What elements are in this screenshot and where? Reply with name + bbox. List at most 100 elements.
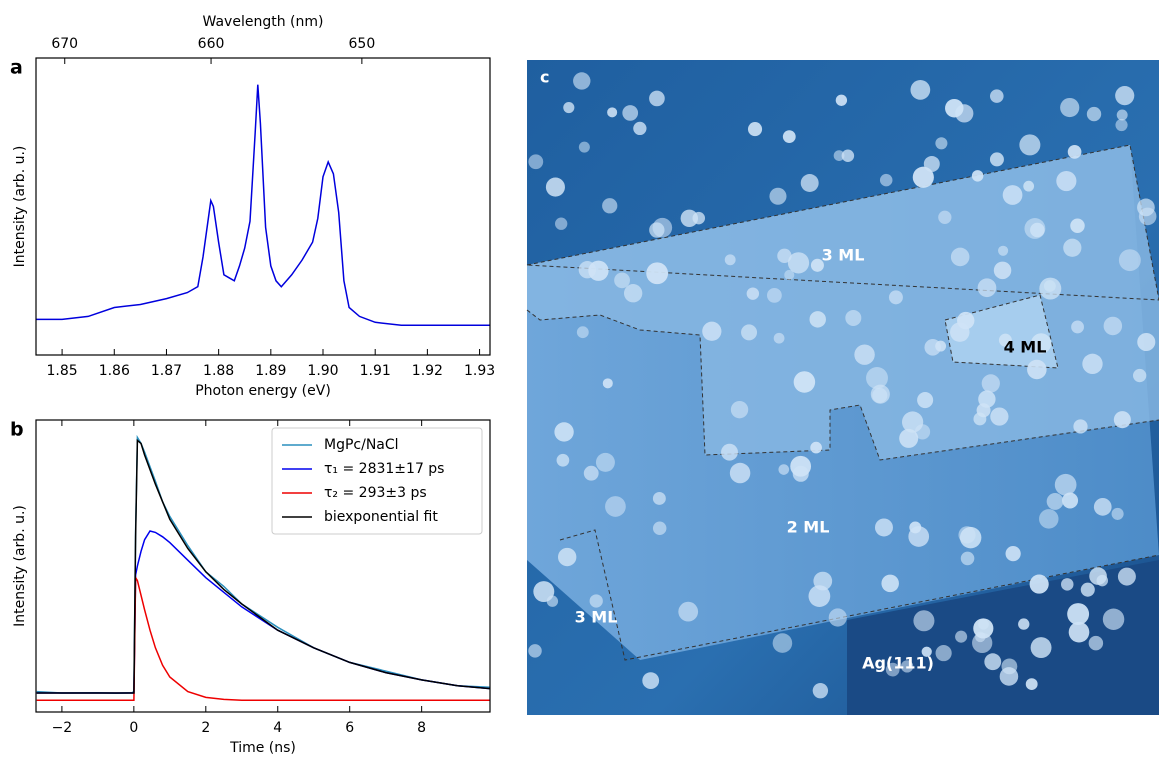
molecule (1116, 109, 1128, 121)
x-tick-label: 1.93 (464, 363, 495, 379)
molecule (1067, 603, 1090, 626)
molecule (773, 332, 785, 344)
molecule (724, 254, 736, 266)
molecule (984, 653, 1002, 671)
molecule (721, 443, 738, 461)
molecule (1082, 353, 1103, 375)
molecule (578, 261, 597, 279)
molecule (835, 94, 848, 106)
molecule (1071, 320, 1084, 334)
x-tick-label: 4 (273, 720, 282, 736)
molecule (777, 248, 792, 264)
x-tick-label: 2 (201, 720, 210, 736)
x-tick-label: 1.92 (412, 363, 443, 379)
molecule (1002, 185, 1023, 205)
stm-image: c 3 ML 4 ML 2 ML 3 ML Ag(111) (526, 60, 1159, 715)
molecule (828, 608, 847, 627)
molecule (998, 245, 1009, 256)
molecule (881, 574, 899, 593)
y-axis-label: Intensity (arb. u.) (12, 146, 28, 268)
legend-label: τ₂ = 293±3 ps (324, 485, 427, 501)
molecule (528, 644, 542, 658)
molecule (1113, 411, 1131, 429)
molecule (1046, 493, 1064, 510)
series-line (36, 438, 490, 694)
molecule (909, 521, 922, 534)
molecule (989, 89, 1004, 103)
molecule (767, 287, 782, 303)
x-tick-label: 1.91 (360, 363, 391, 379)
molecule (642, 672, 660, 690)
x-tick-label: 1.89 (255, 363, 286, 379)
charts: 1.85 1.86 1.87 1.88 1.89 1.90 1.91 1.92 1.93 670 6… (10, 14, 495, 756)
x-tick-label: 1.87 (151, 363, 182, 379)
molecule (938, 210, 952, 224)
molecule (1005, 546, 1021, 562)
molecule (702, 321, 722, 341)
molecule (782, 130, 796, 144)
x-tick-label: 0 (129, 720, 138, 736)
molecule (1088, 635, 1104, 651)
legend-label: biexponential fit (324, 509, 438, 525)
molecule (972, 632, 993, 654)
molecule (957, 311, 975, 330)
molecule (1103, 316, 1123, 336)
plot-frame (35, 57, 491, 356)
molecule (528, 154, 544, 170)
molecule (1068, 621, 1090, 643)
molecule (563, 101, 575, 114)
molecule (960, 551, 975, 566)
molecule (955, 630, 968, 643)
molecule (554, 217, 568, 230)
molecule (885, 662, 900, 677)
x2-tick-label: 650 (349, 36, 376, 52)
molecule (1039, 277, 1062, 300)
molecule (1067, 145, 1082, 159)
molecule (778, 464, 790, 475)
molecules (528, 72, 1157, 699)
molecule (1030, 333, 1052, 354)
molecule (1029, 574, 1049, 594)
molecule (1070, 218, 1085, 234)
molecule (1025, 678, 1038, 691)
molecule (556, 453, 570, 467)
molecule (950, 247, 970, 267)
molecule (812, 682, 829, 699)
molecule (910, 80, 931, 100)
spectrum-line (36, 84, 490, 327)
film-3ml (527, 145, 1159, 460)
molecule (746, 287, 760, 300)
boundary (526, 309, 1159, 461)
molecule (1073, 419, 1088, 434)
molecule (1086, 106, 1102, 122)
molecule (729, 462, 751, 484)
molecule (958, 526, 976, 544)
molecule (652, 521, 667, 535)
molecule (649, 222, 665, 238)
panel-label: a (10, 57, 23, 79)
molecule (912, 166, 934, 188)
molecule (854, 344, 875, 365)
molecule (1030, 637, 1052, 659)
molecule (772, 633, 793, 653)
molecule (1023, 180, 1035, 192)
x2-tick-label: 660 (198, 36, 225, 52)
molecule (913, 610, 935, 632)
molecule (1060, 97, 1080, 118)
molecule (866, 367, 888, 389)
molecule (1027, 359, 1047, 380)
panel-label: b (10, 419, 24, 441)
molecule (622, 105, 639, 121)
molecule (1117, 567, 1136, 586)
molecule (614, 272, 630, 289)
molecule (595, 452, 615, 472)
layer-label: 3 ML (822, 246, 865, 265)
molecule (993, 261, 1012, 280)
legend-label: τ₁ = 2831±17 ps (324, 461, 444, 477)
x-tick-label: 1.88 (203, 363, 234, 379)
molecule (1133, 368, 1147, 383)
molecule (977, 278, 997, 298)
x-tick-label: 6 (345, 720, 354, 736)
x-tick-label: 1.85 (47, 363, 78, 379)
film-4ml (945, 295, 1058, 368)
